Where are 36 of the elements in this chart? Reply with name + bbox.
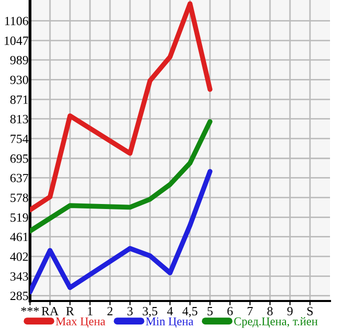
- x-tick-label: 1: [88, 306, 92, 316]
- y-tick-label: 402: [10, 252, 28, 261]
- x-tick-label: 5: [208, 307, 213, 316]
- x-tick-label: 6: [227, 306, 233, 316]
- x-tick-label: 3: [127, 306, 133, 316]
- legend-label: Max Цена: [56, 317, 106, 328]
- y-tick-label: 871: [10, 95, 28, 104]
- x-tick-label: 9: [287, 306, 293, 316]
- x-tick-label: 4,5: [182, 307, 198, 318]
- y-tick-label: 989: [10, 56, 28, 64]
- legend-label: Min Цена: [146, 317, 194, 328]
- y-tick-label: 1047: [4, 36, 28, 45]
- x-tick-label: 3,5: [142, 306, 158, 318]
- y-tick-label: 343: [10, 272, 28, 281]
- x-tick-label: R: [66, 307, 74, 316]
- x-tick-label: 4: [167, 307, 173, 316]
- y-tick-label: 1106: [5, 16, 28, 26]
- y-tick-label: 754: [10, 134, 28, 144]
- x-tick-label: S: [307, 306, 313, 316]
- line-series: [30, 168, 212, 294]
- x-tick-label: 7: [248, 307, 253, 316]
- x-tick-label: 8: [267, 306, 273, 316]
- line-series: [30, 1, 212, 212]
- y-tick-label: 637: [10, 174, 28, 182]
- x-tick-label: RA: [42, 306, 59, 316]
- y-tick-label: 461: [10, 232, 28, 242]
- x-tick-label: ***: [21, 307, 39, 312]
- y-tick-label: 285: [10, 292, 28, 300]
- legend-label: Сред.Цена, т.йен: [234, 317, 318, 328]
- y-tick-label: 695: [10, 154, 28, 163]
- y-tick-label: 930: [10, 76, 28, 84]
- y-tick-label: 578: [10, 194, 28, 202]
- line-series: [30, 119, 212, 234]
- y-tick-label: 813: [10, 114, 28, 124]
- y-tick-label: 519: [10, 213, 28, 222]
- x-tick-label: 2: [107, 306, 112, 316]
